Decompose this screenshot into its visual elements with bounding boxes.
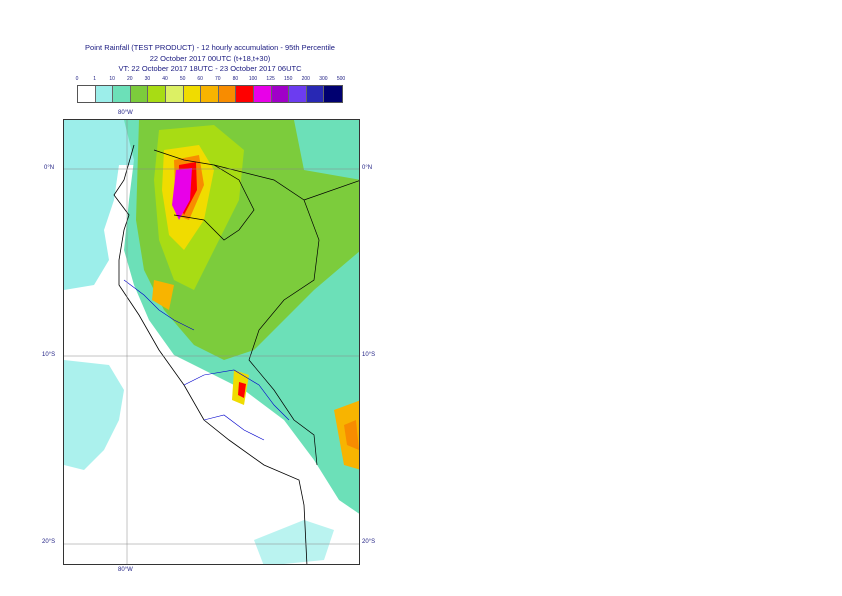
legend-tick-label: 0	[75, 76, 79, 82]
legend-swatch	[218, 86, 237, 102]
legend-swatch	[183, 86, 202, 102]
color-legend: 0 1 10 20 30 40 50 60 70 80 100 125 150 200 300 500	[75, 76, 347, 103]
legend-swatch	[148, 86, 166, 102]
legend-tick-label: 300	[319, 76, 328, 82]
legend-tick-label: 50	[179, 76, 186, 82]
legend-tick-label: 60	[197, 76, 203, 82]
legend-tick-label: 1	[93, 76, 96, 82]
rainfall-map	[63, 119, 360, 565]
legend-tick-label: 500	[336, 76, 346, 82]
legend-tick-label: 70	[215, 76, 221, 82]
legend-tick-label: 30	[144, 76, 151, 82]
legend-tick-label: 200	[301, 76, 310, 82]
lat-label-20s-right: 20°S	[362, 539, 376, 545]
legend-swatch	[324, 86, 342, 102]
legend-tick-label: 40	[162, 76, 168, 82]
legend-tick-labels: 0 1 10 20 30 40 50 60 70 80 100 125 150 200 300 500	[75, 76, 347, 84]
legend-tick-label: 150	[284, 76, 293, 82]
legend-swatch	[130, 86, 149, 102]
legend-swatch	[306, 86, 325, 102]
legend-swatch	[113, 86, 131, 102]
legend-swatch	[165, 86, 184, 102]
legend-swatch	[236, 86, 254, 102]
lon-label-top: 80°W	[118, 110, 133, 116]
map-title: Point Rainfall (TEST PRODUCT) - 12 hourl…	[85, 43, 335, 52]
legend-swatch	[289, 86, 307, 102]
lat-label-10s-left: 10°S	[42, 352, 56, 358]
lat-label-0n-left: 0°N	[44, 165, 55, 171]
map-run-time: 22 October 2017 00UTC (t+18,t+30)	[149, 54, 271, 63]
legend-tick-label: 100	[248, 76, 258, 82]
legend-tick-label: 125	[266, 76, 275, 82]
legend-swatch	[253, 86, 272, 102]
legend-tick-label: 10	[109, 76, 115, 82]
lat-label-10s-right: 10°S	[362, 352, 376, 358]
legend-color-bar	[77, 85, 343, 103]
coastline	[113, 144, 308, 564]
legend-swatch	[95, 86, 114, 102]
lat-label-0n-right: 0°N	[362, 165, 373, 171]
legend-tick-label: 20	[127, 76, 133, 82]
legend-tick-label: 80	[232, 76, 239, 82]
map-validity-time: VT: 22 October 2017 18UTC - 23 October 2…	[118, 64, 302, 73]
legend-swatch	[271, 86, 290, 102]
legend-swatch	[201, 86, 219, 102]
lon-label-bottom: 80°W	[118, 567, 133, 573]
legend-swatch	[78, 86, 96, 102]
lat-label-20s-left: 20°S	[42, 539, 56, 545]
map-canvas	[64, 120, 359, 564]
